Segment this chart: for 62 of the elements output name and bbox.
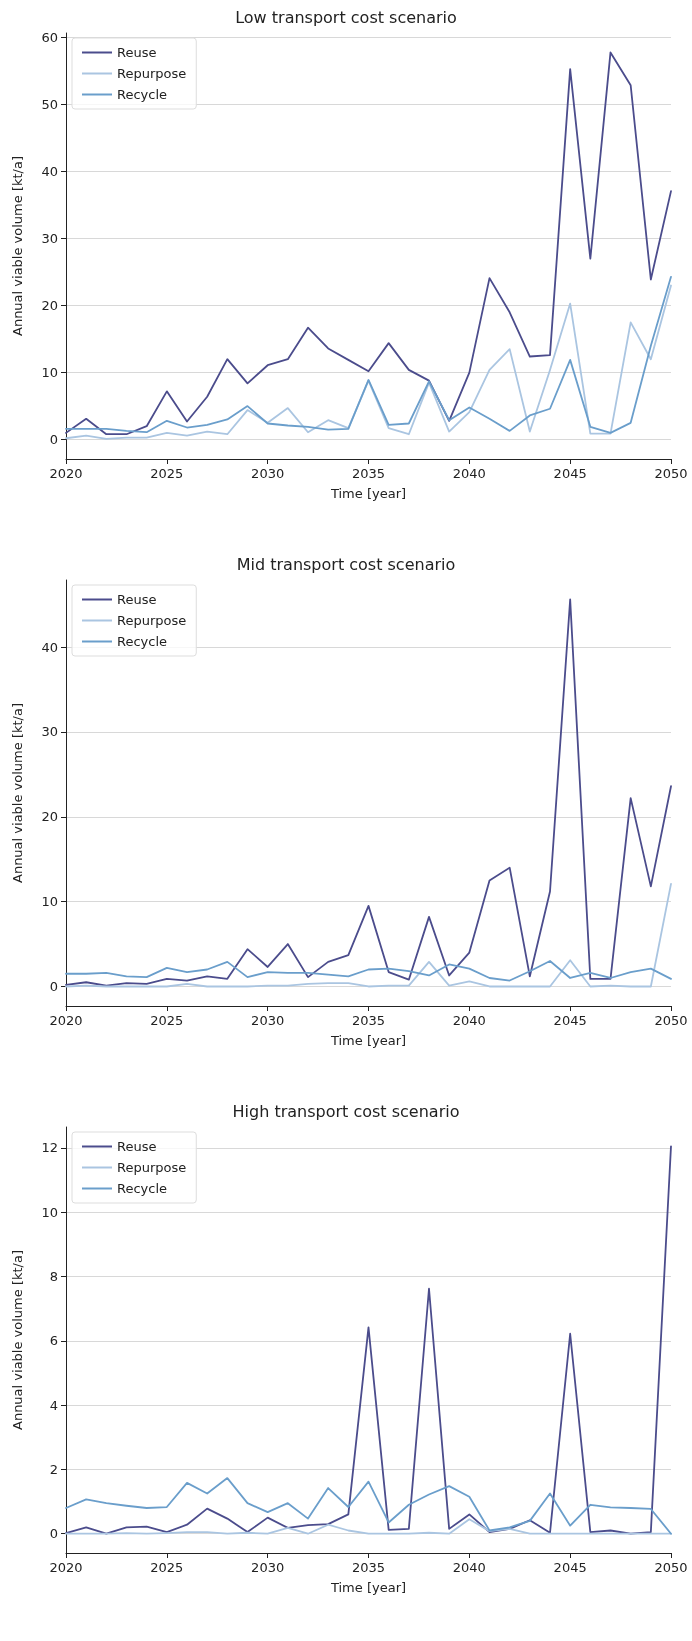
x-tick-label: 2020 bbox=[49, 1560, 83, 1575]
x-axis-title: Time [year] bbox=[329, 1033, 407, 1048]
x-tick-label: 2035 bbox=[351, 1560, 386, 1575]
y-tick-label: 40 bbox=[41, 164, 58, 180]
x-tick-label: 2050 bbox=[654, 1560, 688, 1575]
y-tick-label: 30 bbox=[41, 231, 58, 247]
line-series bbox=[65, 960, 672, 982]
y-tick-label: 20 bbox=[41, 809, 58, 825]
x-tick-label: 2045 bbox=[553, 1560, 587, 1575]
legend-label: Recycle bbox=[117, 87, 168, 102]
y-tick-label: 12 bbox=[41, 1140, 58, 1156]
legend-label: Repurpose bbox=[117, 613, 187, 628]
line-series bbox=[65, 882, 672, 988]
x-tick-label: 2035 bbox=[351, 466, 386, 481]
y-axis-title: Annual viable volume [kt/a] bbox=[10, 703, 25, 883]
y-tick-label: 0 bbox=[49, 1526, 58, 1542]
y-tick-label: 50 bbox=[41, 97, 58, 113]
y-tick-label: 10 bbox=[41, 1204, 58, 1220]
legend-label: Recycle bbox=[117, 634, 168, 649]
line-series bbox=[65, 1518, 672, 1535]
x-tick-label: 2040 bbox=[452, 466, 486, 481]
y-tick-label: 8 bbox=[49, 1269, 58, 1284]
y-axis-title: Annual viable volume [kt/a] bbox=[10, 156, 25, 336]
y-tick-label: 10 bbox=[41, 365, 58, 381]
x-tick-label: 2040 bbox=[452, 1013, 486, 1028]
x-tick-label: 2020 bbox=[49, 1013, 83, 1028]
x-tick-label: 2040 bbox=[452, 1560, 486, 1575]
x-tick-label: 2025 bbox=[150, 1013, 184, 1028]
x-axis-title: Time [year] bbox=[329, 486, 407, 501]
y-tick-label: 4 bbox=[49, 1397, 58, 1413]
x-tick-label: 2030 bbox=[251, 1013, 285, 1028]
legend-label: Recycle bbox=[117, 1181, 168, 1196]
y-tick-label: 40 bbox=[41, 639, 58, 655]
y-tick-label: 60 bbox=[41, 30, 58, 46]
x-tick-label: 2045 bbox=[553, 466, 587, 481]
y-tick-label: 30 bbox=[41, 724, 58, 740]
x-axis-title: Time [year] bbox=[329, 1580, 407, 1595]
legend-label: Reuse bbox=[117, 592, 157, 607]
chart-title: High transport cost scenario bbox=[232, 1101, 460, 1121]
x-tick-label: 2030 bbox=[251, 1560, 285, 1575]
legend-label: Repurpose bbox=[117, 66, 187, 81]
x-tick-label: 2030 bbox=[251, 466, 285, 481]
chart-title: Low transport cost scenario bbox=[235, 7, 457, 27]
x-tick-label: 2020 bbox=[49, 466, 83, 481]
legend-label: Reuse bbox=[117, 1139, 157, 1154]
legend-label: Reuse bbox=[117, 45, 157, 60]
y-tick-label: 2 bbox=[49, 1461, 58, 1477]
y-tick-label: 0 bbox=[49, 978, 58, 994]
line-series bbox=[65, 1477, 672, 1535]
chart-title: Mid transport cost scenario bbox=[236, 554, 456, 574]
x-tick-label: 2035 bbox=[351, 1013, 386, 1028]
y-axis-title: Annual viable volume [kt/a] bbox=[10, 1250, 25, 1430]
x-tick-label: 2045 bbox=[553, 1013, 587, 1028]
x-tick-label: 2050 bbox=[654, 466, 688, 481]
y-tick-label: 10 bbox=[41, 894, 58, 910]
x-tick-label: 2025 bbox=[150, 466, 184, 481]
legend-label: Repurpose bbox=[117, 1160, 187, 1175]
y-tick-label: 0 bbox=[49, 432, 58, 448]
y-tick-label: 6 bbox=[49, 1333, 58, 1349]
y-tick-label: 20 bbox=[41, 298, 58, 314]
x-tick-label: 2050 bbox=[654, 1013, 688, 1028]
x-tick-label: 2025 bbox=[150, 1560, 184, 1575]
